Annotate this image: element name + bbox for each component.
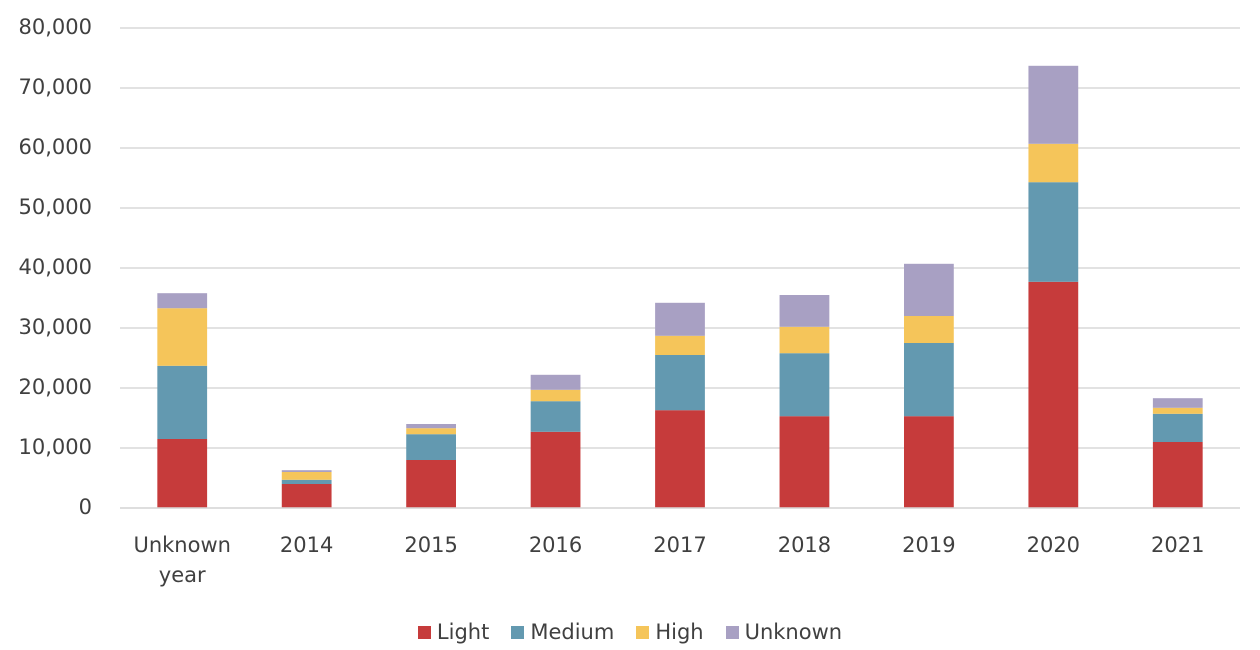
bar-segment <box>779 416 830 508</box>
bar-segment <box>1152 413 1203 442</box>
bar-segment <box>779 353 830 417</box>
bar-segment <box>904 316 954 343</box>
legend-label: Unknown <box>744 620 843 644</box>
bar-segment <box>655 302 705 336</box>
bar-segment <box>1028 65 1079 144</box>
bar-segment <box>904 263 954 316</box>
legend-label: High <box>655 620 704 644</box>
bar-segment <box>157 365 208 439</box>
bar-segment <box>157 293 208 309</box>
bar-segment <box>157 439 208 508</box>
legend-swatch <box>417 625 431 639</box>
y-tick-label: 80,000 <box>19 15 92 39</box>
bar-segment <box>281 470 332 472</box>
bar-segment <box>904 416 954 508</box>
bar-segment <box>530 389 581 402</box>
bar-segment <box>157 308 208 366</box>
y-tick-label: 20,000 <box>19 375 92 399</box>
x-tick-label: 2016 <box>528 533 583 557</box>
x-tick-label: 2014 <box>279 533 334 557</box>
legend-swatch <box>511 625 525 639</box>
x-tick-label: 2017 <box>653 533 707 557</box>
bar-segment <box>281 472 332 480</box>
bar-segment <box>1028 182 1079 282</box>
legend-item: High <box>636 620 704 644</box>
bar-segment <box>530 431 581 508</box>
bar-segment <box>406 428 456 435</box>
y-tick-label: 0 <box>79 495 92 519</box>
x-tick-label: 2019 <box>902 533 956 557</box>
legend: Light Medium High Unknown <box>0 620 1260 644</box>
y-tick-label: 10,000 <box>19 435 92 459</box>
bar-segment <box>281 484 332 508</box>
y-tick-label: 30,000 <box>19 315 92 339</box>
bar-segment <box>530 401 581 432</box>
bar-segment <box>1028 143 1079 183</box>
bar-segment <box>406 460 456 508</box>
legend-label: Light <box>436 620 490 644</box>
bar-segment <box>1152 442 1203 508</box>
legend-item: Unknown <box>725 620 843 644</box>
bar-segment <box>1152 398 1203 408</box>
bar-segment <box>655 410 705 508</box>
legend-swatch <box>636 625 650 639</box>
legend-item: Medium <box>511 620 614 644</box>
bar-segment <box>655 335 705 355</box>
bar-segment <box>655 355 705 411</box>
bar-segment <box>1028 281 1079 508</box>
legend-item: Light <box>417 620 490 644</box>
y-tick-label: 40,000 <box>19 255 92 279</box>
x-tick-label: Unknown year <box>133 533 231 587</box>
bar-segment <box>406 424 456 429</box>
legend-swatch <box>725 625 739 639</box>
bar-segment <box>281 479 332 484</box>
y-tick-label: 60,000 <box>19 135 92 159</box>
bar-segment <box>530 374 581 390</box>
bar-segment <box>779 295 830 327</box>
x-tick-label: 2015 <box>404 533 458 557</box>
x-tick-label: 2021 <box>1151 533 1205 557</box>
x-tick-label: 2020 <box>1026 533 1081 557</box>
bar-segment <box>904 343 954 417</box>
bar-segment <box>779 326 830 354</box>
x-tick-label: 2018 <box>777 533 832 557</box>
y-tick-label: 50,000 <box>19 195 92 219</box>
legend-label: Medium <box>530 620 615 644</box>
bar-segment <box>1152 407 1203 414</box>
bar-segment <box>406 434 456 460</box>
y-tick-label: 70,000 <box>19 75 92 99</box>
